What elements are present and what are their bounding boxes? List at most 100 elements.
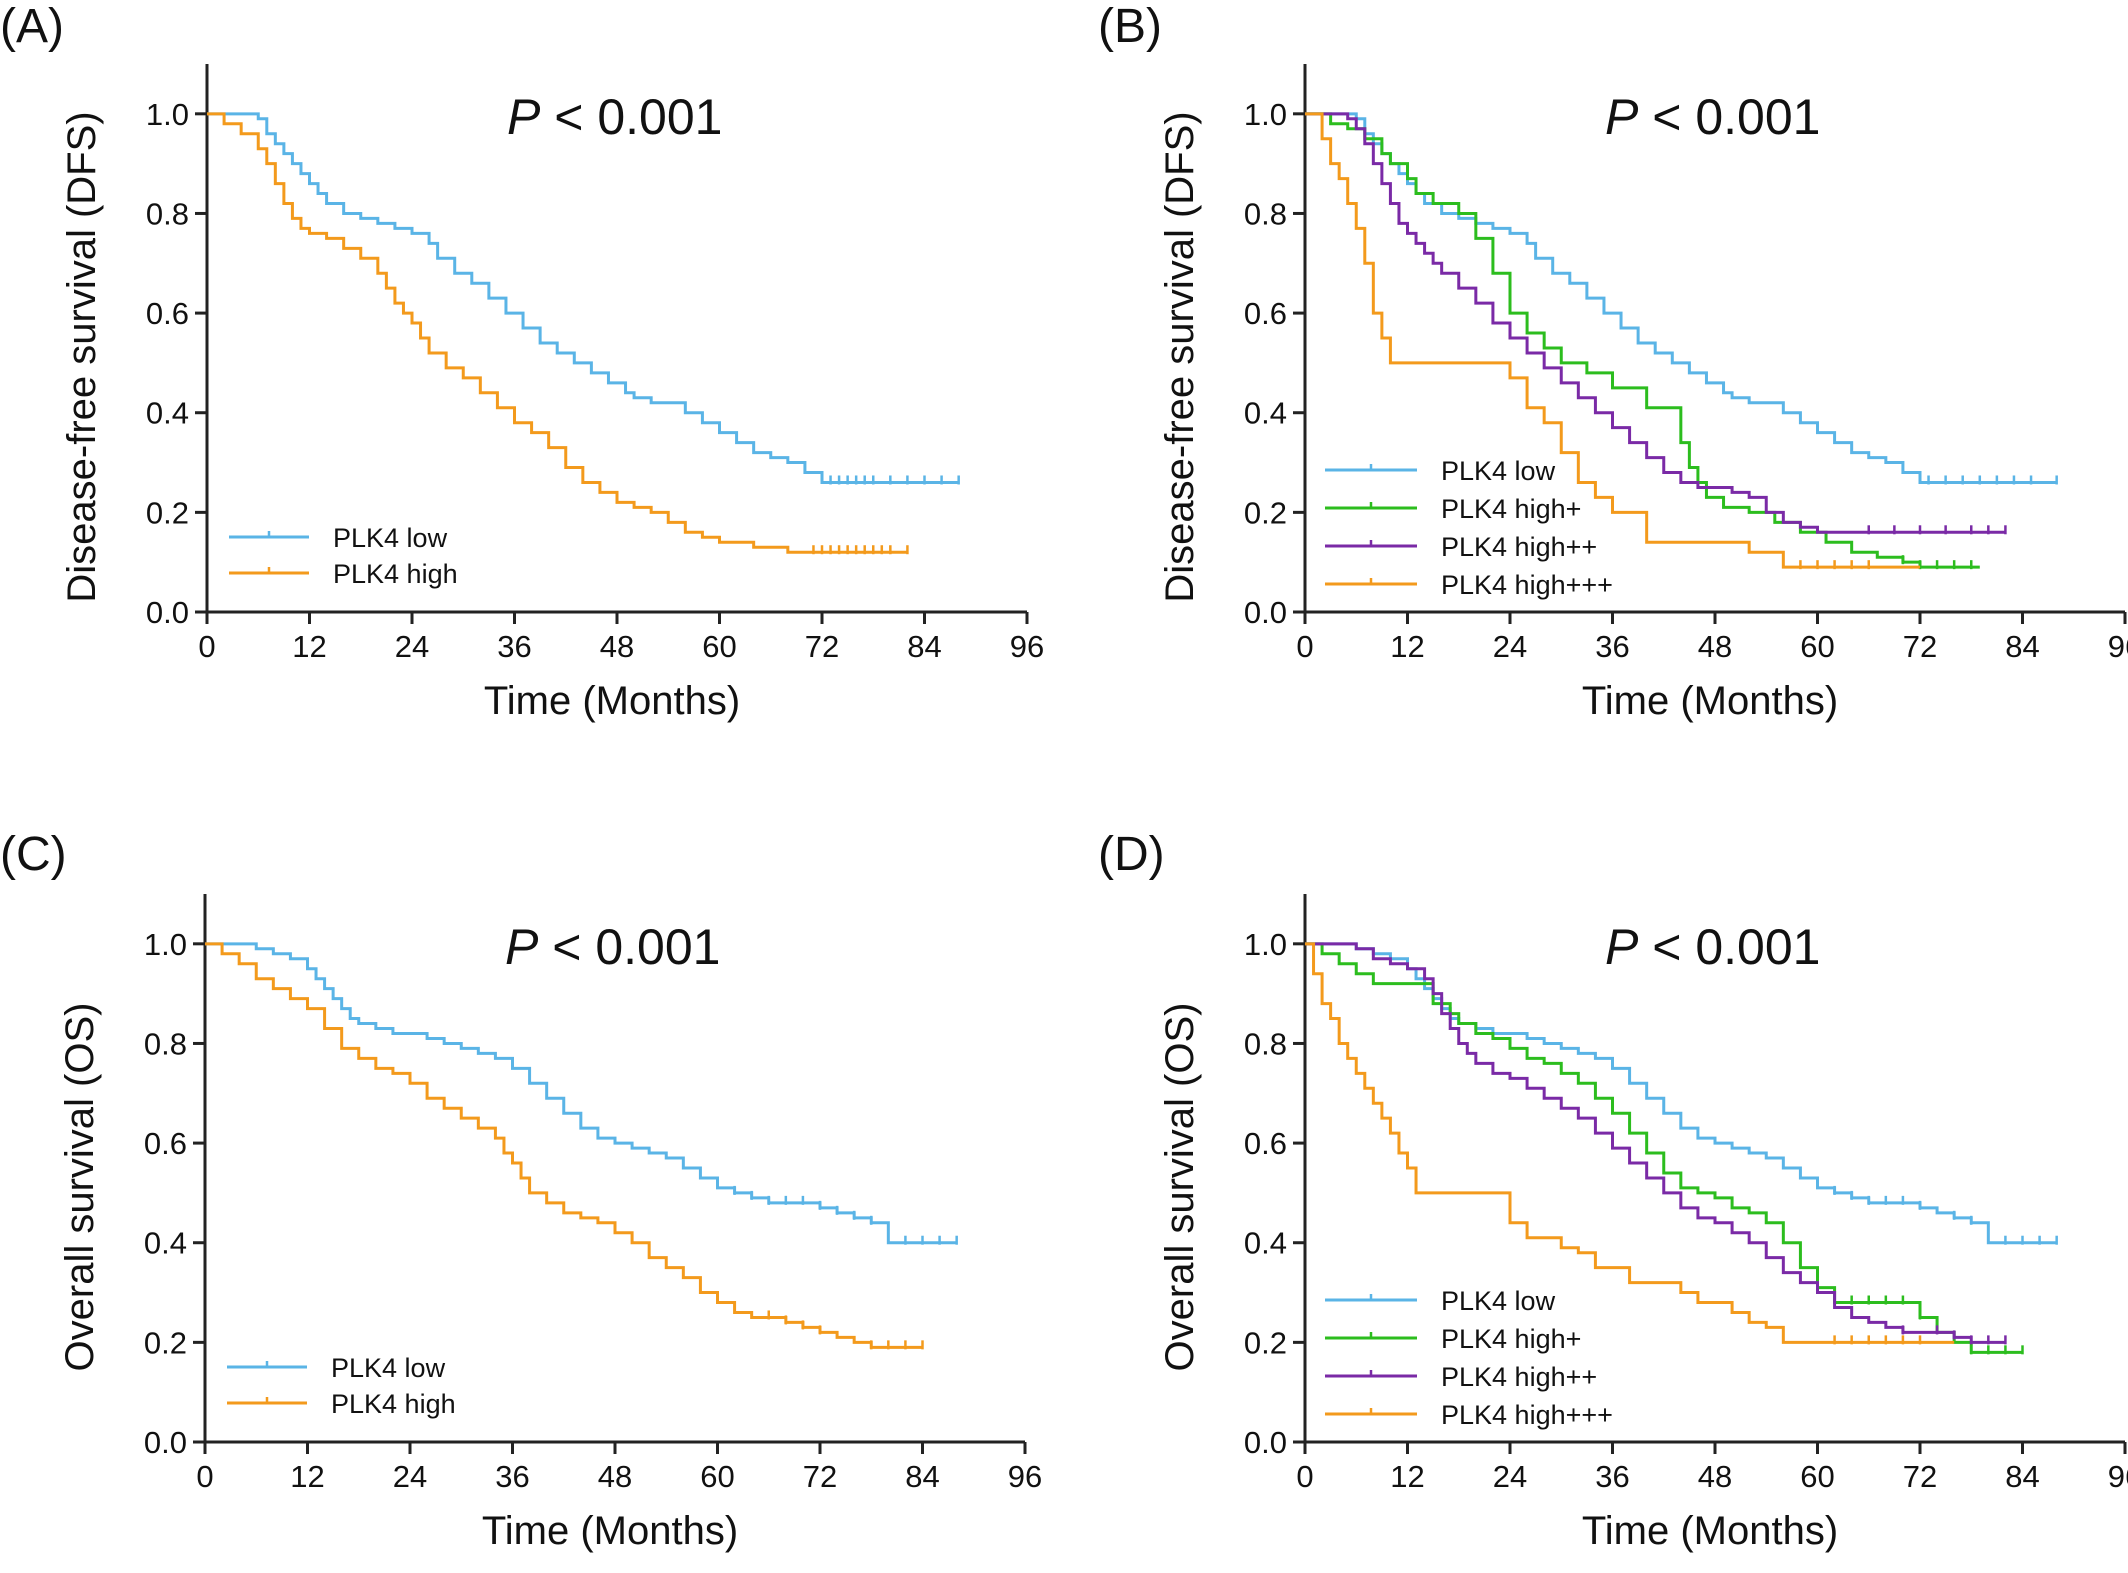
legend-label: PLK4 low <box>1441 1286 1556 1316</box>
series-curve-high_plus_plus <box>1305 112 2006 534</box>
y-tick-label: 0.2 <box>146 495 189 530</box>
legend-label: PLK4 high+++ <box>1441 570 1613 600</box>
y-tick-label: 1.0 <box>1244 927 1287 962</box>
y-tick-label: 0.8 <box>144 1026 187 1061</box>
y-tick-label: 0.4 <box>1244 396 1287 431</box>
legend-label: PLK4 high+ <box>1441 494 1581 524</box>
legend-label: PLK4 low <box>333 523 448 553</box>
series-curve-high_plus_plus_plus <box>1305 942 1955 1344</box>
y-tick-label: 0.2 <box>1244 1325 1287 1360</box>
legend-label: PLK4 high <box>331 1389 456 1419</box>
y-axis-title: Overall survival (OS) <box>58 1003 102 1372</box>
y-tick-label: 0.2 <box>1244 495 1287 530</box>
x-tick-label: 60 <box>1800 629 1834 664</box>
x-tick-label: 72 <box>805 629 839 664</box>
p-value-text: < 0.001 <box>540 89 722 145</box>
y-tick-label: 0.4 <box>144 1226 187 1261</box>
x-tick-label: 48 <box>600 629 634 664</box>
x-tick-label: 72 <box>803 1459 837 1494</box>
x-tick-label: 24 <box>1493 629 1527 664</box>
y-tick-label: 0.0 <box>1244 595 1287 630</box>
p-value-text: < 0.001 <box>538 919 720 975</box>
y-tick-label: 0.4 <box>146 396 189 431</box>
legend-label: PLK4 high++ <box>1441 532 1597 562</box>
p-value-letter: P <box>505 919 539 975</box>
x-tick-label: 84 <box>2005 629 2039 664</box>
y-tick-label: 0.6 <box>1244 1126 1287 1161</box>
x-axis-title: Time (Months) <box>1582 1509 1838 1553</box>
x-tick-label: 60 <box>1800 1459 1834 1494</box>
y-tick-label: 0.2 <box>144 1325 187 1360</box>
legend-label: PLK4 low <box>331 1353 446 1383</box>
x-tick-label: 96 <box>2108 629 2128 664</box>
panel-label: (C) <box>0 828 67 881</box>
series-curve-low <box>205 942 957 1245</box>
y-tick-label: 0.6 <box>146 296 189 331</box>
y-tick-label: 0.8 <box>1244 1026 1287 1061</box>
series-curve-high_plus <box>1305 112 1980 569</box>
y-tick-label: 0.6 <box>1244 296 1287 331</box>
p-value-letter: P <box>1605 89 1639 145</box>
x-tick-label: 96 <box>1008 1459 1042 1494</box>
legend-label: PLK4 high++ <box>1441 1362 1597 1392</box>
x-tick-label: 12 <box>292 629 326 664</box>
x-tick-label: 24 <box>393 1459 427 1494</box>
x-axis-title: Time (Months) <box>1582 679 1838 723</box>
y-tick-label: 0.0 <box>1244 1425 1287 1460</box>
x-tick-label: 60 <box>702 629 736 664</box>
series-curve-low <box>207 112 959 484</box>
x-axis-title: Time (Months) <box>484 679 740 723</box>
x-tick-label: 0 <box>198 629 215 664</box>
series-curve-high_plus_plus_plus <box>1305 112 1920 569</box>
panel-d: (D) 0 12 24 36 48 60 72 84 96 0.0 0.2 0.4 0.6 0.8 1.0 Ti… <box>1098 828 2128 1553</box>
panel-b: (B) 0 12 24 36 48 60 72 84 96 0.0 0.2 0.4 0.6 0.8 1.0 Ti… <box>1098 0 2128 723</box>
legend-label: PLK4 high <box>333 559 458 589</box>
x-tick-label: 0 <box>1296 1459 1313 1494</box>
series-curve-high_plus_plus <box>1305 942 2006 1344</box>
p-value-annotation: P < 0.001 <box>505 919 720 975</box>
x-tick-label: 48 <box>598 1459 632 1494</box>
p-value-letter: P <box>507 89 541 145</box>
x-tick-label: 24 <box>1493 1459 1527 1494</box>
x-tick-label: 36 <box>1595 1459 1629 1494</box>
x-tick-label: 60 <box>700 1459 734 1494</box>
x-tick-label: 36 <box>495 1459 529 1494</box>
x-tick-label: 36 <box>1595 629 1629 664</box>
x-tick-label: 12 <box>1390 1459 1424 1494</box>
series-curve-high_plus <box>1305 942 2023 1354</box>
y-tick-label: 0.6 <box>144 1126 187 1161</box>
legend-label: PLK4 high+++ <box>1441 1400 1613 1430</box>
y-tick-label: 0.4 <box>1244 1226 1287 1261</box>
y-axis-title: Disease-free survival (DFS) <box>60 111 104 602</box>
y-tick-label: 1.0 <box>144 927 187 962</box>
y-tick-label: 1.0 <box>146 97 189 132</box>
x-tick-label: 72 <box>1903 629 1937 664</box>
p-value-annotation: P < 0.001 <box>507 89 722 145</box>
y-axis-title: Overall survival (OS) <box>1158 1003 1202 1372</box>
legend-label: PLK4 low <box>1441 456 1556 486</box>
p-value-annotation: P < 0.001 <box>1605 89 1820 145</box>
x-tick-label: 48 <box>1698 629 1732 664</box>
x-tick-label: 36 <box>497 629 531 664</box>
p-value-text: < 0.001 <box>1638 919 1820 975</box>
x-tick-label: 72 <box>1903 1459 1937 1494</box>
legend-label: PLK4 high+ <box>1441 1324 1581 1354</box>
x-tick-label: 0 <box>1296 629 1313 664</box>
x-axis-title: Time (Months) <box>482 1509 738 1553</box>
panel-c: (C) 0 12 24 36 48 60 72 84 96 0.0 0.2 0.4 0.6 0.8 1.0 Ti… <box>0 828 1042 1553</box>
x-tick-label: 96 <box>1010 629 1044 664</box>
y-tick-label: 0.8 <box>1244 196 1287 231</box>
x-tick-label: 48 <box>1698 1459 1732 1494</box>
p-value-text: < 0.001 <box>1638 89 1820 145</box>
series-curve-high <box>205 942 923 1349</box>
panel-label: (D) <box>1098 828 1165 881</box>
series-curve-high <box>207 112 908 554</box>
x-tick-label: 0 <box>196 1459 213 1494</box>
y-tick-label: 1.0 <box>1244 97 1287 132</box>
p-value-letter: P <box>1605 919 1639 975</box>
panel-a: (A) 0 12 24 36 48 60 72 84 96 0.0 0.2 0.4 0.6 0.8 1.0 Ti… <box>0 0 1044 723</box>
panel-label: (A) <box>0 0 64 53</box>
y-axis-title: Disease-free survival (DFS) <box>1158 111 1202 602</box>
x-tick-label: 84 <box>907 629 941 664</box>
